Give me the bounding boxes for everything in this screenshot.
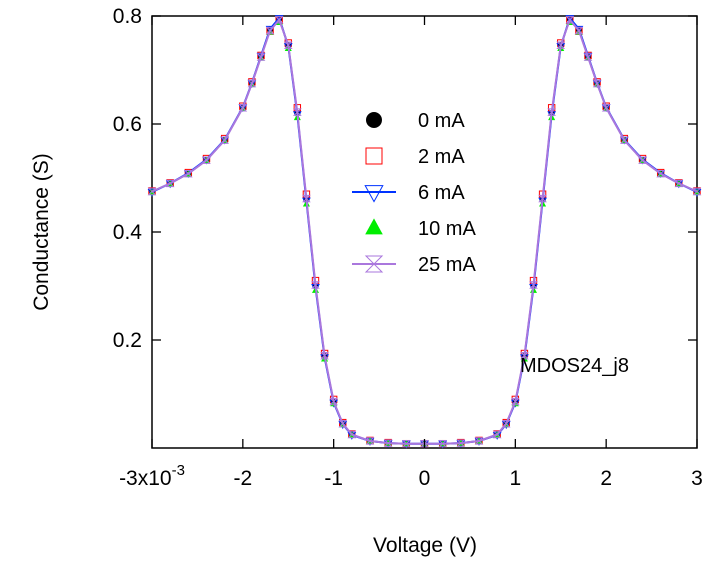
x-tick-label: 0 bbox=[419, 467, 431, 490]
data-point bbox=[456, 439, 466, 447]
data-point bbox=[619, 136, 629, 144]
data-point bbox=[638, 156, 647, 164]
legend-marker bbox=[365, 147, 383, 165]
data-point bbox=[311, 281, 320, 289]
legend-marker bbox=[364, 255, 384, 273]
legend-marker bbox=[366, 112, 382, 128]
y-tick-label: 0.8 bbox=[113, 5, 142, 28]
legend-item: 2 mA bbox=[365, 146, 465, 168]
data-point bbox=[147, 187, 157, 196]
data-point bbox=[320, 351, 329, 360]
legend-item: 0 mA bbox=[366, 110, 465, 132]
legend: 0 mA 2 mA 6 mA 10 mA 25 mA bbox=[352, 110, 476, 276]
legend-label: 6 mA bbox=[418, 182, 465, 204]
x-tick-label: 3 bbox=[691, 467, 703, 490]
data-point bbox=[274, 16, 284, 24]
legend-item: 10 mA bbox=[365, 218, 476, 240]
data-point bbox=[583, 53, 593, 61]
data-point bbox=[601, 104, 611, 112]
data-point bbox=[238, 104, 248, 112]
legend-marker bbox=[364, 185, 384, 203]
data-point bbox=[510, 397, 520, 406]
x-axis-title: Voltage (V) bbox=[373, 534, 477, 557]
data-point bbox=[347, 430, 357, 439]
data-point bbox=[692, 187, 702, 196]
y-tick-label: 0.6 bbox=[113, 113, 142, 136]
data-point bbox=[592, 79, 602, 88]
data-point bbox=[265, 26, 275, 35]
axis-ticks: -3x10-3 -2 -1 0 1 2 3 0.2 0.4 0.6 0.8 bbox=[113, 5, 703, 490]
x-tick-exponent: -3 bbox=[172, 462, 185, 479]
data-point bbox=[302, 194, 311, 203]
data-point bbox=[574, 26, 584, 35]
data-point bbox=[329, 397, 339, 406]
x-tick-label: 2 bbox=[600, 467, 612, 490]
x-tick-label: -2 bbox=[233, 467, 252, 490]
data-point bbox=[674, 179, 684, 188]
legend-item: 25 mA bbox=[352, 254, 476, 276]
data-point bbox=[547, 108, 557, 116]
data-point bbox=[383, 439, 393, 447]
data-point bbox=[520, 351, 529, 360]
data-point bbox=[283, 41, 293, 49]
data-point bbox=[501, 420, 511, 428]
annotation-label: MDOS24_j8 bbox=[520, 355, 629, 377]
data-point bbox=[338, 420, 348, 428]
y-axis-title: Conductance (S) bbox=[30, 153, 53, 311]
data-point bbox=[247, 79, 257, 88]
x-tick-label: 1 bbox=[509, 467, 521, 490]
x-tick-label: -1 bbox=[324, 467, 343, 490]
y-tick-label: 0.2 bbox=[113, 329, 142, 352]
data-point bbox=[492, 430, 502, 439]
legend-marker bbox=[365, 218, 383, 235]
legend-item: 6 mA bbox=[352, 182, 465, 204]
legend-label: 25 mA bbox=[418, 254, 476, 276]
data-point bbox=[365, 437, 375, 445]
data-point bbox=[656, 169, 666, 178]
y-tick-label: 0.4 bbox=[113, 221, 143, 244]
legend-label: 0 mA bbox=[418, 110, 465, 132]
data-point bbox=[556, 41, 566, 49]
legend-label: 2 mA bbox=[418, 146, 465, 168]
data-point bbox=[274, 15, 284, 24]
data-point bbox=[292, 108, 302, 116]
data-point bbox=[474, 437, 484, 445]
data-point bbox=[220, 136, 230, 144]
data-point bbox=[401, 439, 411, 448]
data-point bbox=[565, 15, 575, 24]
data-point bbox=[438, 439, 448, 448]
data-point bbox=[529, 281, 538, 289]
data-point bbox=[183, 169, 193, 178]
legend-label: 10 mA bbox=[418, 218, 476, 240]
x-tick-label: -3x10-3 bbox=[119, 462, 185, 490]
data-point bbox=[256, 53, 266, 61]
data-point bbox=[420, 439, 429, 448]
data-point bbox=[565, 16, 575, 24]
data-point bbox=[165, 179, 175, 188]
data-point bbox=[202, 156, 211, 164]
data-point bbox=[538, 194, 547, 203]
